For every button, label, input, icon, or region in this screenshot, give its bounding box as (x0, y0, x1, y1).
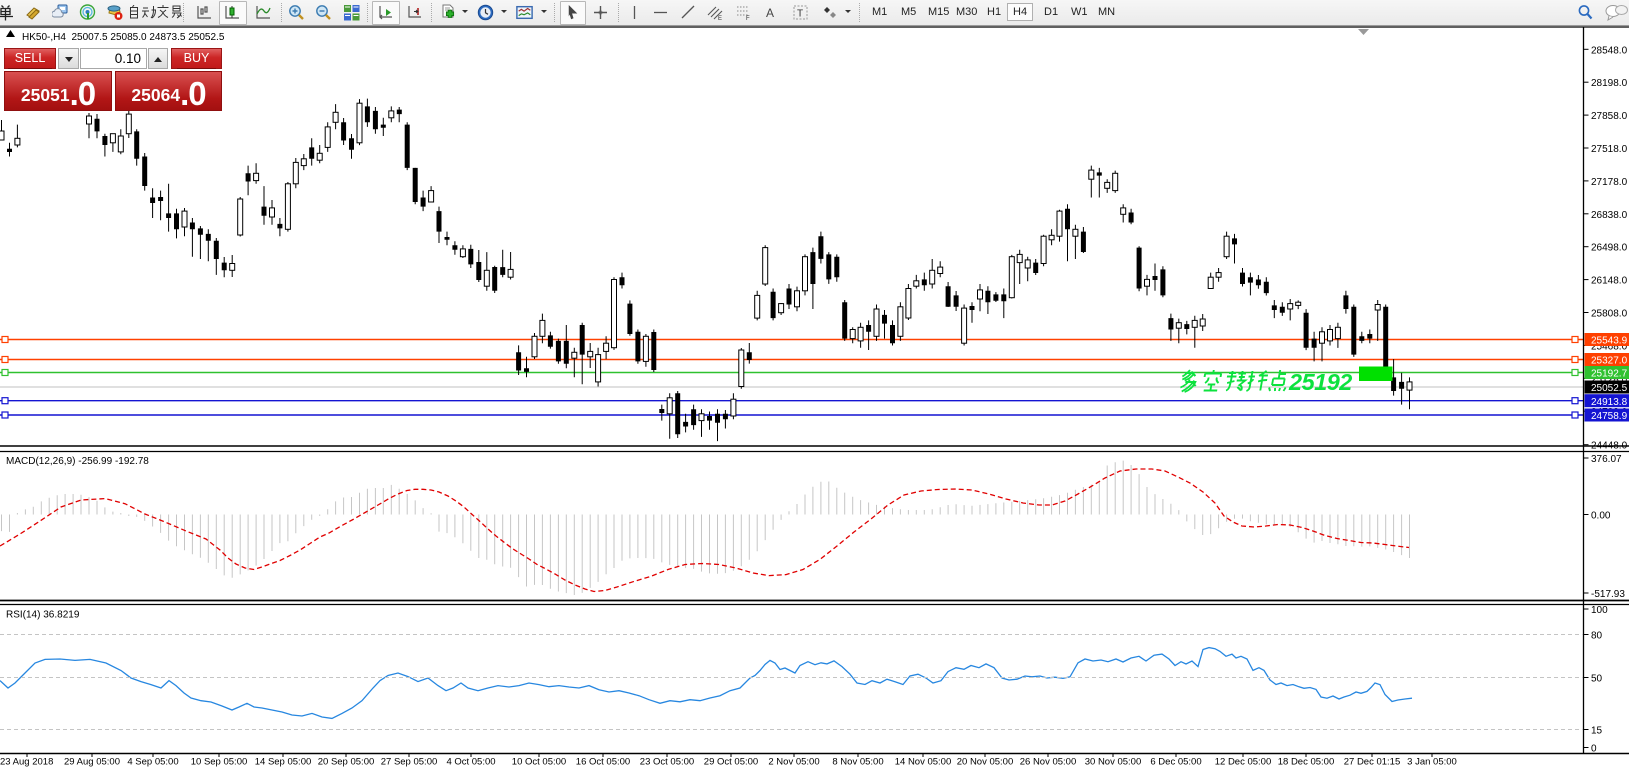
svg-text:F: F (746, 16, 750, 21)
svg-text:10 Sep 05:00: 10 Sep 05:00 (191, 757, 248, 768)
svg-text:24758.9: 24758.9 (1591, 411, 1628, 422)
svg-text:15: 15 (1591, 726, 1603, 737)
svg-text:8 Nov 05:00: 8 Nov 05:00 (832, 757, 883, 768)
svg-text:MACD(12,26,9) -256.99 -192.78: MACD(12,26,9) -256.99 -192.78 (6, 456, 149, 467)
svg-text:28548.0: 28548.0 (1591, 45, 1628, 56)
svg-text:T: T (797, 9, 803, 20)
svg-text:3 Jan 05:00: 3 Jan 05:00 (1407, 757, 1457, 768)
svg-text:27518.0: 27518.0 (1591, 144, 1628, 155)
svg-text:28198.0: 28198.0 (1591, 78, 1628, 89)
svg-text:50: 50 (1591, 674, 1603, 685)
svg-text:26 Nov 05:00: 26 Nov 05:00 (1020, 757, 1077, 768)
svg-text:0: 0 (1591, 744, 1597, 755)
svg-text:20 Sep 05:00: 20 Sep 05:00 (318, 757, 375, 768)
svg-text:4 Oct 05:00: 4 Oct 05:00 (446, 757, 495, 768)
svg-text:16 Oct 05:00: 16 Oct 05:00 (576, 757, 630, 768)
svg-text:2 Nov 05:00: 2 Nov 05:00 (768, 757, 819, 768)
svg-text:12 Dec 05:00: 12 Dec 05:00 (1215, 757, 1272, 768)
svg-text:RSI(14) 36.8219: RSI(14) 36.8219 (6, 610, 80, 621)
svg-text:25543.9: 25543.9 (1591, 336, 1628, 347)
svg-text:HK50-,H4 25007.5 25085.0 2487: HK50-,H4 25007.5 25085.0 24873.5 25052.5 (22, 32, 225, 43)
svg-text:26148.0: 26148.0 (1591, 276, 1628, 287)
svg-text:24448.0: 24448.0 (1591, 441, 1628, 452)
svg-text:24913.8: 24913.8 (1591, 397, 1628, 408)
svg-text:27 Sep 05:00: 27 Sep 05:00 (381, 757, 438, 768)
svg-text:-517.93: -517.93 (1591, 589, 1625, 600)
svg-text:25052.5: 25052.5 (1591, 383, 1628, 394)
svg-text:27178.0: 27178.0 (1591, 177, 1628, 188)
svg-text:14 Nov 05:00: 14 Nov 05:00 (895, 757, 952, 768)
svg-text:25468.0: 25468.0 (1591, 341, 1628, 352)
svg-text:25192: 25192 (1288, 369, 1352, 395)
svg-text:27858.0: 27858.0 (1591, 111, 1628, 122)
svg-text:23 Aug 2018: 23 Aug 2018 (0, 757, 53, 768)
svg-text:29 Oct 05:00: 29 Oct 05:00 (704, 757, 758, 768)
svg-text:26838.0: 26838.0 (1591, 210, 1628, 221)
svg-text:29 Aug 05:00: 29 Aug 05:00 (64, 757, 120, 768)
svg-text:E: E (718, 16, 722, 21)
svg-text:14 Sep 05:00: 14 Sep 05:00 (255, 757, 312, 768)
svg-text:376.07: 376.07 (1591, 454, 1622, 465)
svg-text:10 Oct 05:00: 10 Oct 05:00 (512, 757, 566, 768)
svg-text:18 Dec 05:00: 18 Dec 05:00 (1278, 757, 1335, 768)
svg-text:27 Dec 01:15: 27 Dec 01:15 (1344, 757, 1401, 768)
svg-text:0.00: 0.00 (1591, 511, 1611, 522)
svg-text:23 Oct 05:00: 23 Oct 05:00 (640, 757, 694, 768)
svg-text:4 Sep 05:00: 4 Sep 05:00 (127, 757, 178, 768)
svg-text:26498.0: 26498.0 (1591, 243, 1628, 254)
svg-text:25327.0: 25327.0 (1591, 356, 1628, 367)
svg-text:80: 80 (1591, 631, 1603, 642)
svg-text:6 Dec 05:00: 6 Dec 05:00 (1150, 757, 1201, 768)
svg-text:30 Nov 05:00: 30 Nov 05:00 (1085, 757, 1142, 768)
svg-text:20 Nov 05:00: 20 Nov 05:00 (957, 757, 1014, 768)
svg-text:100: 100 (1591, 605, 1608, 616)
svg-text:25808.0: 25808.0 (1591, 309, 1628, 320)
svg-text:25128.0: 25128.0 (1591, 374, 1628, 385)
svg-text:25192.7: 25192.7 (1591, 369, 1628, 380)
